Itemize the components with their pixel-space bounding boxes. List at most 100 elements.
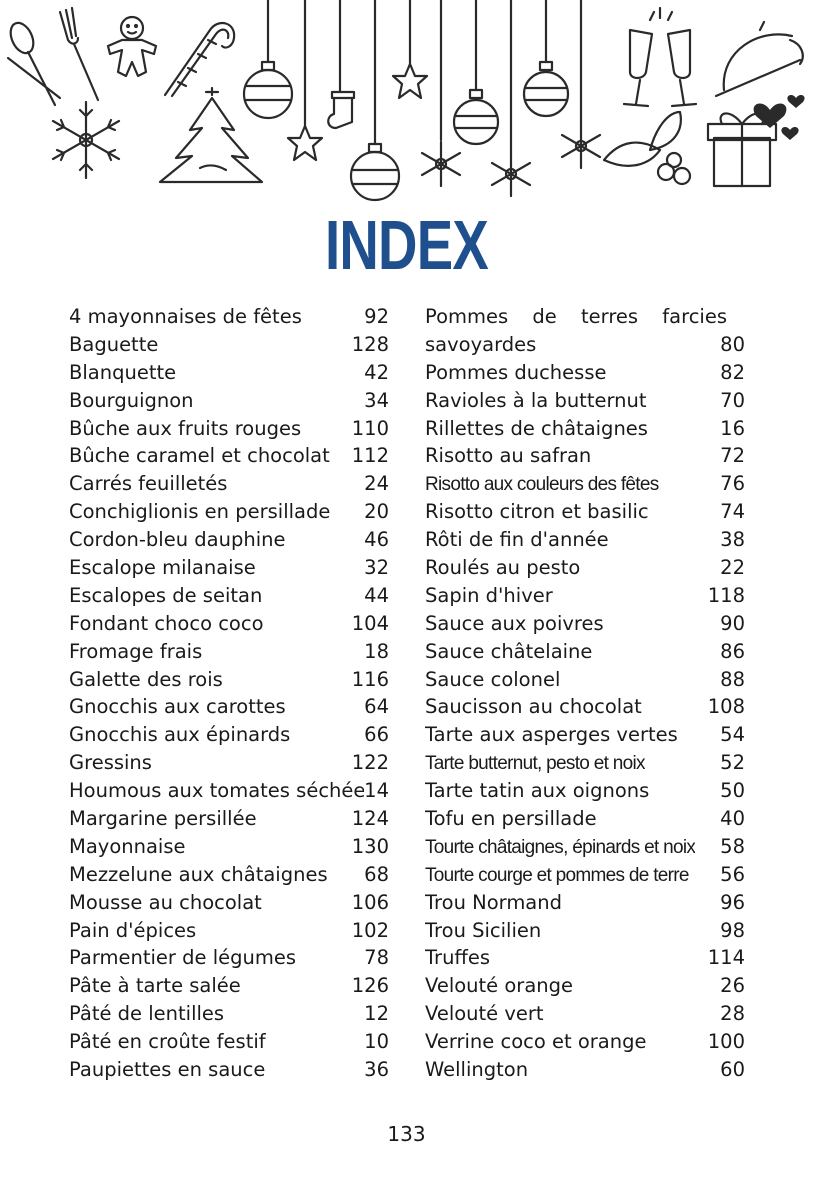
entry-name: Pâté en croûte festif [69, 1030, 266, 1054]
holly-icon [602, 110, 692, 186]
entry-name: Sauce châtelaine [425, 639, 593, 663]
index-entry: Tourte courge et pommes de terre 56 [425, 861, 745, 889]
index-entry: Pâté de lentilles 12 [69, 1000, 389, 1028]
index-entry: Tarte tatin aux oignons 50 [425, 777, 745, 805]
entry-name: Pommes duchesse [425, 360, 607, 384]
entry-name: savoyardes [425, 332, 537, 356]
entry-page: 14 [364, 779, 389, 803]
entry-page: 36 [364, 1058, 389, 1082]
index-entry: Tarte aux asperges vertes 54 [425, 721, 745, 749]
entry-page: 80 [720, 332, 745, 356]
entry-name: Fondant choco coco [69, 611, 264, 635]
index-entry: Bourguignon 34 [69, 387, 389, 415]
entry-name: Risotto citron et basilic [425, 500, 649, 524]
index-entry: 4 mayonnaises de fêtes 92 [69, 303, 389, 331]
index-entry: Trou Normand 96 [425, 889, 745, 917]
entry-name: Sauce colonel [425, 667, 561, 691]
entry-name: Saucisson au chocolat [425, 695, 642, 719]
entry-name: Velouté vert [425, 1002, 544, 1026]
entry-page: 100 [707, 1030, 745, 1054]
entry-page: 20 [364, 500, 389, 524]
gift-box-icon [706, 112, 778, 188]
entry-page: 58 [720, 834, 745, 858]
entry-name: Gnocchis aux épinards [69, 723, 291, 747]
index-entry: Margarine persillée 124 [69, 805, 389, 833]
index-entry: Pommes duchesse 82 [425, 359, 745, 387]
entry-name: Tarte butternut, pesto et noix [425, 753, 645, 775]
index-entry: Wellington 60 [425, 1056, 745, 1084]
entry-name: Pain d'épices [69, 918, 197, 942]
star-icon [286, 0, 324, 162]
index-entry: Pâté en croûte festif 10 [69, 1028, 389, 1056]
entry-page: 68 [364, 862, 389, 886]
index-entry: Velouté vert 28 [425, 1000, 745, 1028]
entry-name: Parmentier de légumes [69, 946, 297, 970]
index-column-right: Pommes de terres farcies savoyardes 80 Pommes … [425, 303, 745, 1084]
index-entry: Verrine coco et orange 100 [425, 1028, 745, 1056]
entry-page: 128 [351, 332, 389, 356]
index-entry: Roulés au pesto 22 [425, 554, 745, 582]
entry-name: Risotto aux couleurs des fêtes [425, 474, 659, 496]
entry-page: 40 [720, 807, 745, 831]
index-entry: Mousse au chocolat 106 [69, 889, 389, 917]
entry-page: 32 [364, 556, 389, 580]
entry-page: 70 [720, 388, 745, 412]
index-entry: Pommes de terres farcies [425, 303, 745, 331]
index-entry: Tarte butternut, pesto et noix 52 [425, 749, 745, 777]
christmas-tree-icon [158, 86, 264, 184]
index-entry: Sauce colonel 88 [425, 666, 745, 694]
entry-name: Sauce aux poivres [425, 611, 604, 635]
entry-name: Rillettes de châtaignes [425, 416, 648, 440]
entry-page: 104 [351, 611, 389, 635]
entry-page: 28 [720, 1002, 745, 1026]
entry-page: 126 [351, 974, 389, 998]
entry-page: 82 [720, 360, 745, 384]
index-entry: Paupiettes en sauce 36 [69, 1056, 389, 1084]
entry-name: Bûche aux fruits rouges [69, 416, 302, 440]
entry-name: Tourte châtaignes, épinards et noix [425, 836, 696, 858]
entry-name: Risotto au safran [425, 444, 592, 468]
entry-name: Tofu en persillade [425, 807, 597, 831]
index-entry: Baguette 128 [69, 331, 389, 359]
entry-page: 110 [351, 416, 389, 440]
index-entry: Ravioles à la butternut 70 [425, 387, 745, 415]
page-title: INDEX [325, 206, 489, 284]
entry-page: 52 [720, 751, 745, 775]
index-entry: Sauce aux poivres 90 [425, 610, 745, 638]
entry-page: 54 [720, 723, 745, 747]
entry-name: Tarte aux asperges vertes [425, 723, 678, 747]
index-entry: Rôti de fin d'année 38 [425, 526, 745, 554]
index-entry: Tofu en persillade 40 [425, 805, 745, 833]
index-entry: Sapin d'hiver 118 [425, 582, 745, 610]
entry-page: 60 [720, 1058, 745, 1082]
gingerbread-man-icon [106, 15, 158, 78]
index-entry: Galette des rois 116 [69, 666, 389, 694]
entry-name: Velouté orange [425, 974, 574, 998]
index-entry: Gressins 122 [69, 749, 389, 777]
entry-name: Mezzelune aux châtaignes [69, 862, 328, 886]
entry-name: Wellington [425, 1058, 529, 1082]
candy-cane-icon [163, 21, 236, 98]
index-entry: Tourte châtaignes, épinards et noix 58 [425, 833, 745, 861]
stocking-icon [327, 0, 356, 130]
index-entry: Risotto aux couleurs des fêtes 76 [425, 470, 745, 498]
entry-name: Truffes [425, 946, 491, 970]
entry-name: Bûche caramel et chocolat [69, 444, 330, 468]
entry-page: 116 [351, 667, 389, 691]
entry-page: 22 [720, 556, 745, 580]
index-entry: Escalopes de seitan 44 [69, 582, 389, 610]
entry-name: Conchiglionis en persillade [69, 500, 331, 524]
index-entry: Escalope milanaise 32 [69, 554, 389, 582]
index-entry: Mezzelune aux châtaignes 68 [69, 861, 389, 889]
index-entry: Trou Sicilien 98 [425, 917, 745, 945]
entry-name: Baguette [69, 332, 159, 356]
entry-name: Gnocchis aux carottes [69, 695, 286, 719]
star-icon [391, 0, 429, 100]
entry-name: Tarte tatin aux oignons [425, 779, 650, 803]
champagne-glasses-icon [622, 6, 698, 108]
entry-page: 26 [720, 974, 745, 998]
bauble-icon [349, 0, 401, 202]
entry-name: Houmous aux tomates séchées [69, 779, 365, 803]
entry-page: 108 [707, 695, 745, 719]
entry-name: Galette des rois [69, 667, 223, 691]
